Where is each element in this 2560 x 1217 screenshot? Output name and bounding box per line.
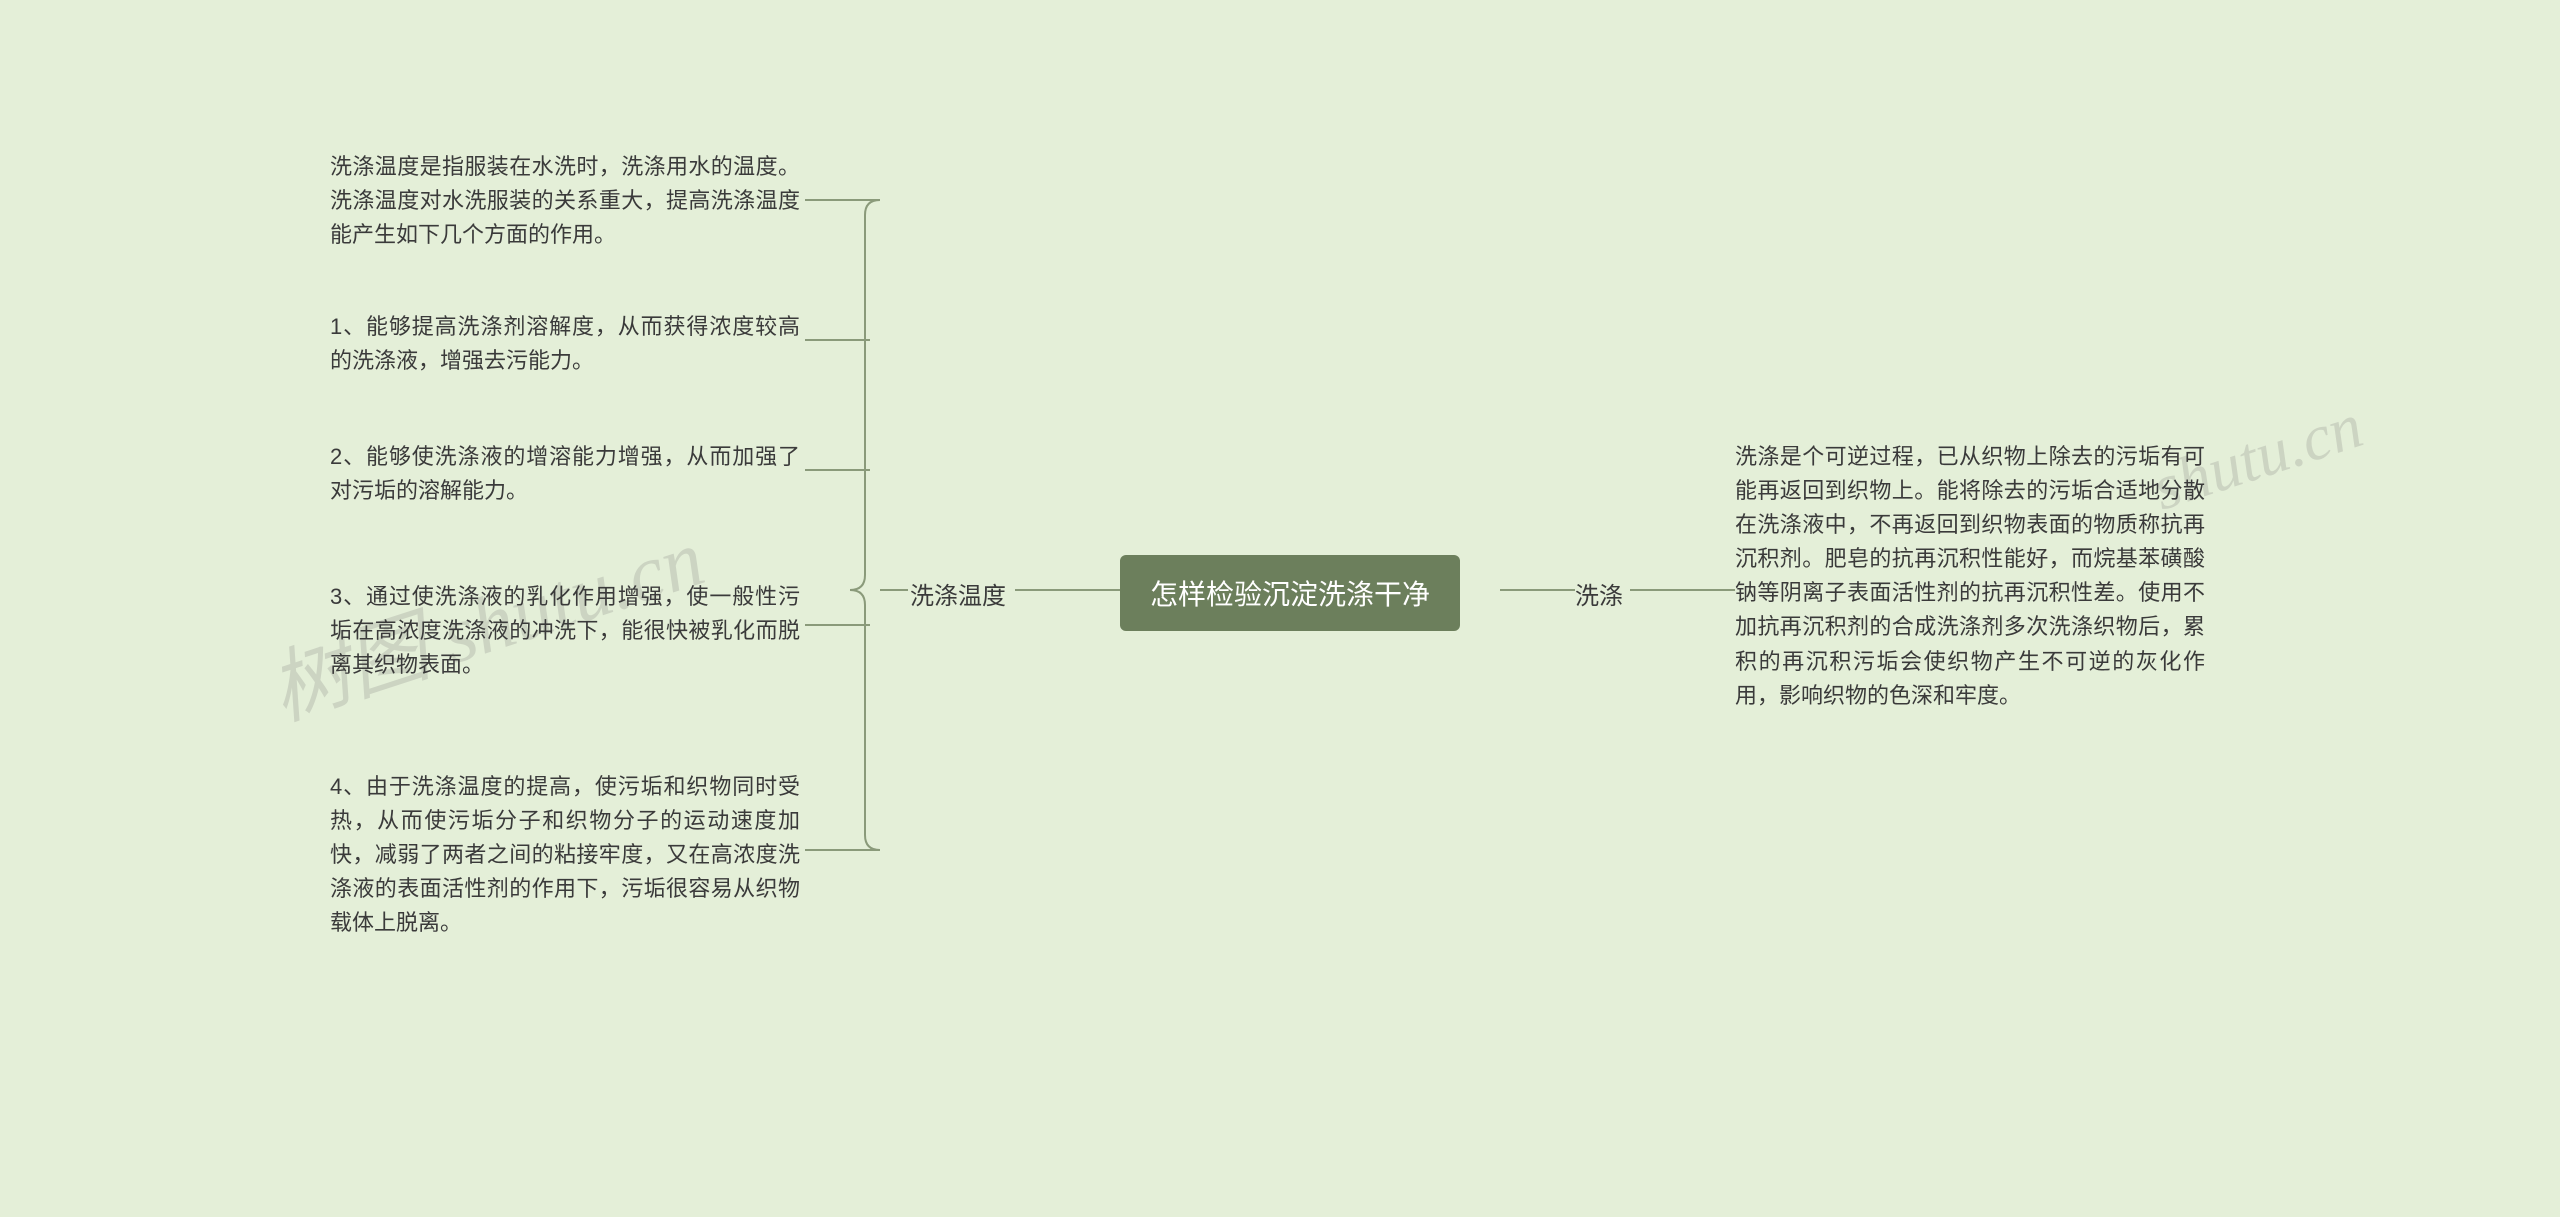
leaf-left-1: 1、能够提高洗涤剂溶解度，从而获得浓度较高的洗涤液，增强去污能力。: [330, 310, 800, 378]
leaf-right-0: 洗涤是个可逆过程，已从织物上除去的污垢有可能再返回到织物上。能将除去的污垢合适地…: [1735, 440, 2205, 713]
root-node: 怎样检验沉淀洗涤干净: [1120, 555, 1460, 631]
leaf-left-3: 3、通过使洗涤液的乳化作用增强，使一般性污垢在高浓度洗涤液的冲洗下，能很快被乳化…: [330, 580, 800, 682]
branch-left: 洗涤温度: [910, 576, 1006, 611]
leaf-left-2: 2、能够使洗涤液的增溶能力增强，从而加强了对污垢的溶解能力。: [330, 440, 800, 508]
leaf-left-0: 洗涤温度是指服装在水洗时，洗涤用水的温度。洗涤温度对水洗服装的关系重大，提高洗涤…: [330, 150, 800, 252]
branch-right: 洗涤: [1575, 576, 1623, 611]
leaf-left-4: 4、由于洗涤温度的提高，使污垢和织物同时受热，从而使污垢分子和织物分子的运动速度…: [330, 770, 800, 940]
